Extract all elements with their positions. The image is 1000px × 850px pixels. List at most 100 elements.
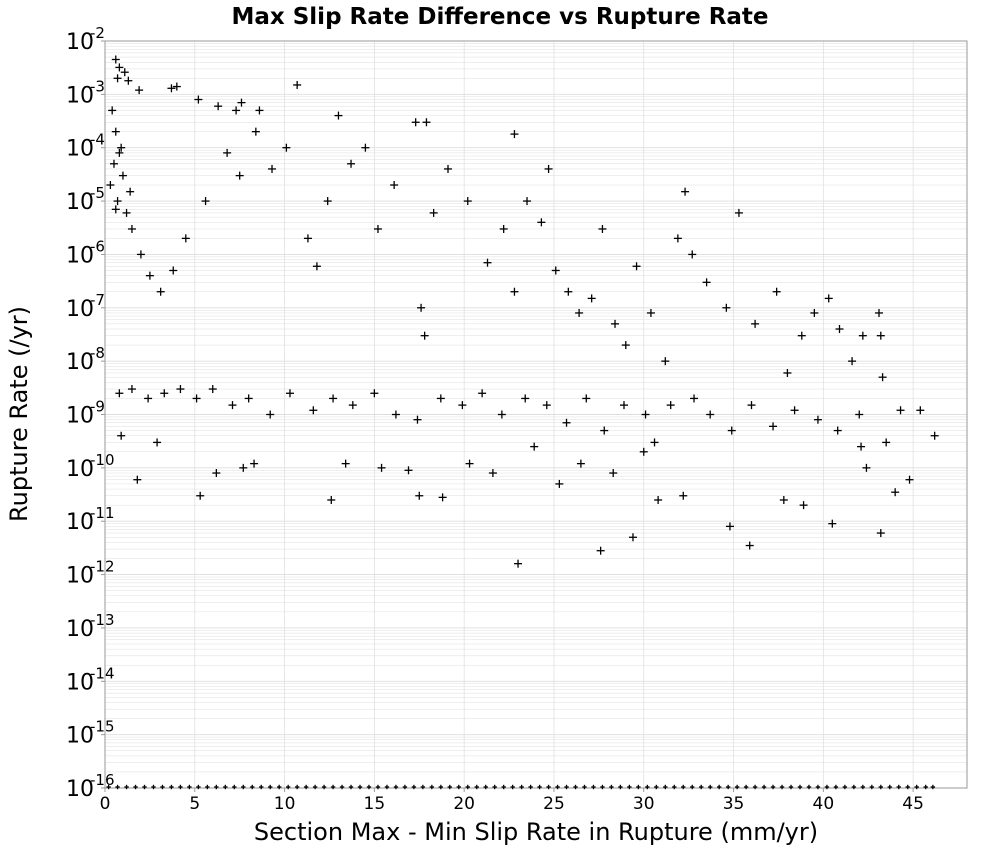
data-point [650,438,659,447]
baseline-point [447,784,452,790]
y-tick-label: 10 [66,670,94,695]
data-point [341,459,350,468]
data-point [244,394,253,403]
data-point [654,495,663,504]
baseline-point [923,784,928,790]
data-point [167,84,176,93]
y-tick-exponent: -14 [90,664,115,682]
data-point [126,187,135,196]
baseline-point [716,784,722,790]
y-tick-exponent: -9 [90,398,105,416]
data-point [266,410,275,419]
y-tick-label: 10 [66,777,94,802]
baseline-point [743,784,749,790]
data-point [169,266,178,275]
data-point [361,143,370,152]
baseline-point [384,784,390,790]
y-axis-label: Rupture Rate (/yr) [5,306,33,522]
y-tick-exponent: -8 [90,344,105,362]
data-point [303,234,312,243]
x-tick-label: 5 [189,794,200,814]
baseline-point [519,784,524,790]
y-tick-label: 10 [66,350,94,375]
y-tick-label: 10 [66,83,94,108]
data-point [483,258,492,267]
data-point [117,431,126,440]
data-point [192,394,201,403]
y-tick-label: 10 [66,724,94,749]
data-point [769,422,778,431]
data-point [555,479,564,488]
data-point [444,164,453,173]
data-point [751,319,760,328]
data-point [111,127,120,136]
data-point [309,406,318,415]
data-point [214,102,223,111]
data-point [779,495,788,504]
data-point [661,357,670,366]
y-tick-exponent: -16 [90,771,115,789]
data-point [285,389,294,398]
data-point [916,406,925,415]
data-point [115,63,124,72]
data-point [523,197,532,206]
data-point [673,234,682,243]
data-point [745,541,754,550]
data-point [722,303,731,312]
data-point [136,250,145,259]
data-point [790,406,799,415]
data-point [537,218,546,227]
data-point [510,287,519,296]
chart-title: Max Slip Rate Difference vs Rupture Rate [231,4,768,30]
data-point [415,491,424,500]
baseline-point [393,784,399,790]
data-point [323,197,332,206]
baseline-point [582,784,587,790]
data-point [212,469,221,478]
baseline-point [151,784,156,790]
baseline-point [869,784,875,790]
data-point [725,522,734,531]
data-point [905,475,914,484]
baseline-point [887,784,892,790]
baseline-point [930,784,936,790]
baseline-point [160,784,165,790]
data-point [127,224,136,233]
data-point [422,118,431,127]
data-point [268,164,277,173]
data-point [639,447,648,456]
y-tick-label: 10 [66,297,94,322]
baseline-point [806,784,812,790]
data-point [250,459,259,468]
baseline-point [752,784,758,790]
baseline-point [492,784,497,790]
data-point [135,86,144,95]
data-point [497,410,506,419]
baseline-point [699,784,704,790]
baseline-point [402,784,408,790]
data-point [666,401,675,410]
baseline-point [824,784,830,790]
x-tick-label: 30 [633,794,655,814]
baseline-point [725,784,731,790]
baseline-point [618,784,623,790]
data-point [562,418,571,427]
data-point [377,463,386,472]
data-point [611,319,620,328]
baseline-point [914,784,919,790]
y-tick-label: 10 [66,617,94,642]
data-point [783,368,792,377]
data-point [598,224,607,233]
data-point [417,303,426,312]
data-point [118,171,127,180]
data-point [596,546,605,555]
data-point [420,331,429,340]
y-tick-label: 10 [66,137,94,162]
data-point [858,331,867,340]
data-point [632,262,641,271]
baseline-point [842,784,848,790]
data-point [463,197,472,206]
baseline-point [223,784,228,790]
data-point [413,415,422,424]
data-point [122,208,131,217]
